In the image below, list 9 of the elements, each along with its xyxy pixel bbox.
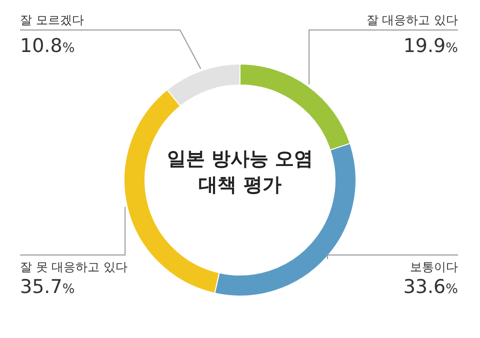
slice-label: 잘 모르겠다 [20,13,84,27]
text: 일본 방사능 오염 대책 평가 [166,147,314,198]
data-label: 33.6% [403,276,458,298]
data-label: 35.7% [20,276,75,298]
slice-label: 잘 못 대응하고 있다 [20,260,128,274]
slice-label: 보통이다 [410,260,458,274]
data-label: 19.9% [403,35,458,57]
slice-label: 잘 대응하고 있다 [366,13,458,27]
data-label: 10.8% [20,35,75,57]
